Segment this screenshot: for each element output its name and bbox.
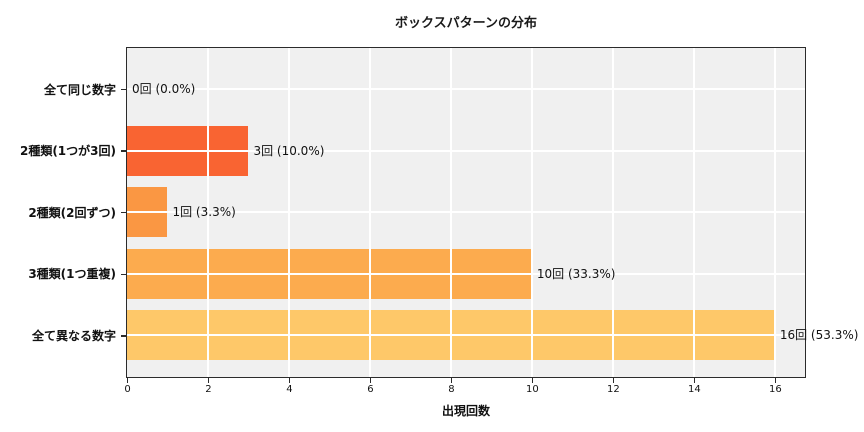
bar-annotation: 0回 (0.0%) bbox=[132, 82, 196, 96]
x-tick-mark bbox=[207, 378, 210, 383]
bar-annotation: 16回 (53.3%) bbox=[779, 328, 859, 343]
x-tick-label: 8 bbox=[448, 384, 455, 395]
x-tick-mark bbox=[693, 378, 696, 383]
y-tick-mark bbox=[121, 273, 126, 276]
y-tick-label: 全て同じ数字 bbox=[43, 82, 116, 97]
v-gridline bbox=[206, 48, 209, 377]
v-gridline bbox=[773, 48, 776, 377]
x-tick-label: 4 bbox=[286, 384, 293, 395]
x-tick-label: 2 bbox=[205, 384, 212, 395]
x-tick-mark bbox=[126, 378, 129, 383]
chart-title: ボックスパターンの分布 bbox=[395, 16, 537, 31]
x-tick-mark bbox=[288, 378, 291, 383]
bar-annotation: 1回 (3.3%) bbox=[172, 205, 236, 220]
x-axis-label: 出現回数 bbox=[441, 404, 490, 418]
y-tick-mark bbox=[121, 335, 126, 337]
h-gridline bbox=[127, 334, 805, 337]
x-tick-mark bbox=[369, 378, 372, 383]
bar-annotation: 10回 (33.3%) bbox=[536, 266, 616, 281]
y-tick-mark bbox=[121, 88, 126, 91]
v-gridline bbox=[368, 48, 371, 377]
y-tick-label: 全て異なる数字 bbox=[31, 328, 116, 343]
v-gridline bbox=[611, 48, 614, 377]
y-tick-mark bbox=[121, 150, 126, 152]
v-gridline bbox=[449, 48, 452, 377]
v-gridline bbox=[287, 48, 290, 377]
h-gridline bbox=[127, 149, 805, 152]
v-gridline bbox=[530, 48, 533, 377]
x-tick-mark bbox=[450, 378, 453, 383]
h-gridline bbox=[127, 211, 805, 214]
annotation-layer: 0回 (0.0%) 3回 (10.0%) 1回 (3.3%) 10回 (33.3%) 1… bbox=[127, 48, 858, 377]
x-tick-label: 10 bbox=[526, 384, 539, 395]
v-gridline bbox=[692, 48, 695, 377]
x-tick-label: 14 bbox=[687, 384, 701, 395]
x-tick-label: 0 bbox=[124, 384, 131, 395]
bar-annotation: 3回 (10.0%) bbox=[253, 143, 325, 158]
y-tick-mark bbox=[121, 211, 126, 214]
x-tick-mark bbox=[774, 378, 777, 383]
h-gridline bbox=[127, 272, 805, 275]
x-tick-label: 12 bbox=[607, 384, 620, 395]
y-tick-label: 2種類(1つが3回) bbox=[19, 144, 116, 159]
plot-area: 0回 (0.0%) 3回 (10.0%) 1回 (3.3%) 10回 (33.3%) 1… bbox=[126, 47, 858, 378]
x-tick-mark bbox=[531, 378, 534, 383]
h-gridline bbox=[127, 88, 805, 90]
x-tick-label: 6 bbox=[367, 384, 374, 395]
x-tick-mark bbox=[612, 378, 615, 383]
y-tick-label: 3種類(1つ重複) bbox=[28, 267, 116, 282]
x-tick-label: 16 bbox=[768, 384, 782, 395]
y-tick-label: 2種類(2回ずつ) bbox=[28, 205, 116, 220]
grid-layer bbox=[127, 48, 805, 377]
